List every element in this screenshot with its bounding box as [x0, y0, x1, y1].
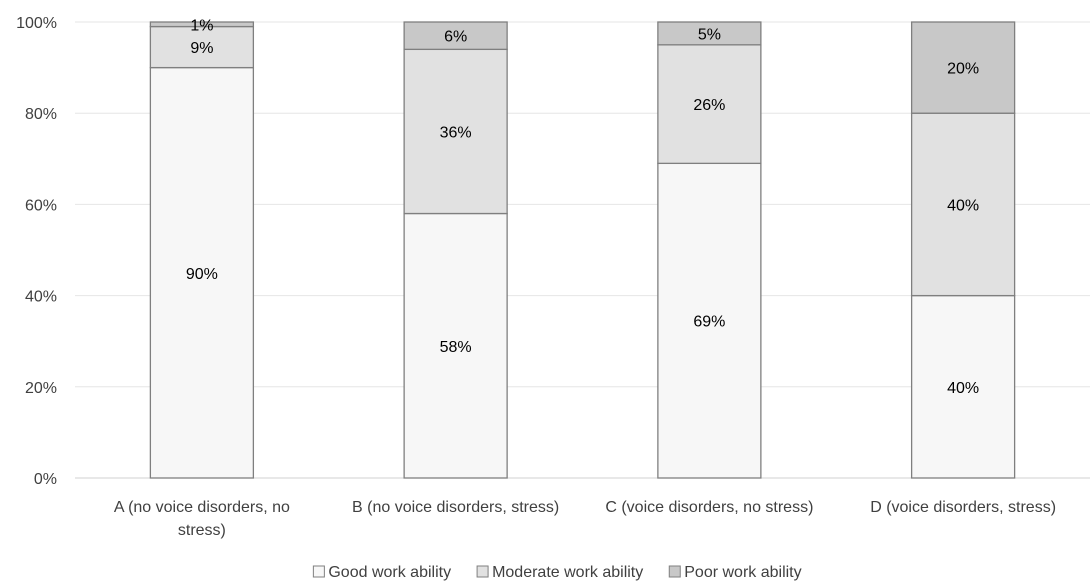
data-label: 58%	[440, 339, 472, 356]
data-label: 90%	[186, 266, 218, 283]
bar-segment	[149, 66, 255, 479]
bar-segment	[657, 21, 762, 46]
y-tick-label: 20%	[25, 380, 57, 397]
x-tick-label: B (no voice disorders, stress)	[352, 499, 559, 516]
y-tick-label: 40%	[25, 289, 57, 306]
y-tick-label: 0%	[34, 471, 57, 488]
legend-swatch	[668, 565, 681, 578]
y-tick-label: 100%	[16, 15, 57, 32]
x-tick-label: D (voice disorders, stress)	[870, 499, 1056, 516]
data-label: 26%	[693, 97, 725, 114]
data-label: 6%	[444, 29, 467, 46]
legend-label: Moderate work ability	[492, 564, 643, 581]
legend: Good work ability Moderate work ability Po…	[312, 564, 802, 581]
x-axis: A (no voice disorders, no stress) B (no vo…	[114, 499, 1056, 539]
data-label: 40%	[947, 380, 979, 397]
data-label: 20%	[947, 61, 979, 78]
legend-swatch	[476, 565, 489, 578]
legend-label: Good work ability	[328, 564, 451, 581]
data-label: 5%	[698, 26, 721, 43]
data-label: 36%	[440, 124, 472, 141]
legend-swatch	[312, 565, 325, 578]
data-label: 9%	[190, 40, 213, 57]
y-tick-label: 60%	[25, 197, 57, 214]
x-tick-label: stress)	[178, 522, 226, 539]
x-tick-label: A (no voice disorders, no	[114, 499, 290, 516]
bar-segment	[149, 25, 255, 69]
bar-segment	[149, 21, 255, 28]
legend-label: Poor work ability	[684, 564, 801, 581]
bars: 90% 9% 1% 58% 36% 6% 69% 26% 5% 40% 40% 20%	[149, 17, 1016, 479]
bar-segment	[403, 212, 508, 479]
bar-segment	[910, 21, 1016, 114]
data-label: 40%	[947, 197, 979, 214]
bar-segment	[657, 162, 762, 479]
x-tick-label: C (voice disorders, no stress)	[605, 499, 813, 516]
legend-item: Poor work ability	[668, 564, 802, 581]
legend-item: Moderate work ability	[476, 564, 643, 581]
data-label: 1%	[190, 17, 213, 34]
bar-segment	[910, 112, 1016, 297]
y-axis: 0% 20% 40% 60% 80% 100%	[16, 15, 57, 488]
bar-segment	[403, 21, 508, 51]
data-label: 69%	[693, 314, 725, 331]
bar-segment	[657, 44, 762, 165]
legend-item: Good work ability	[312, 564, 451, 581]
y-tick-label: 80%	[25, 106, 57, 123]
